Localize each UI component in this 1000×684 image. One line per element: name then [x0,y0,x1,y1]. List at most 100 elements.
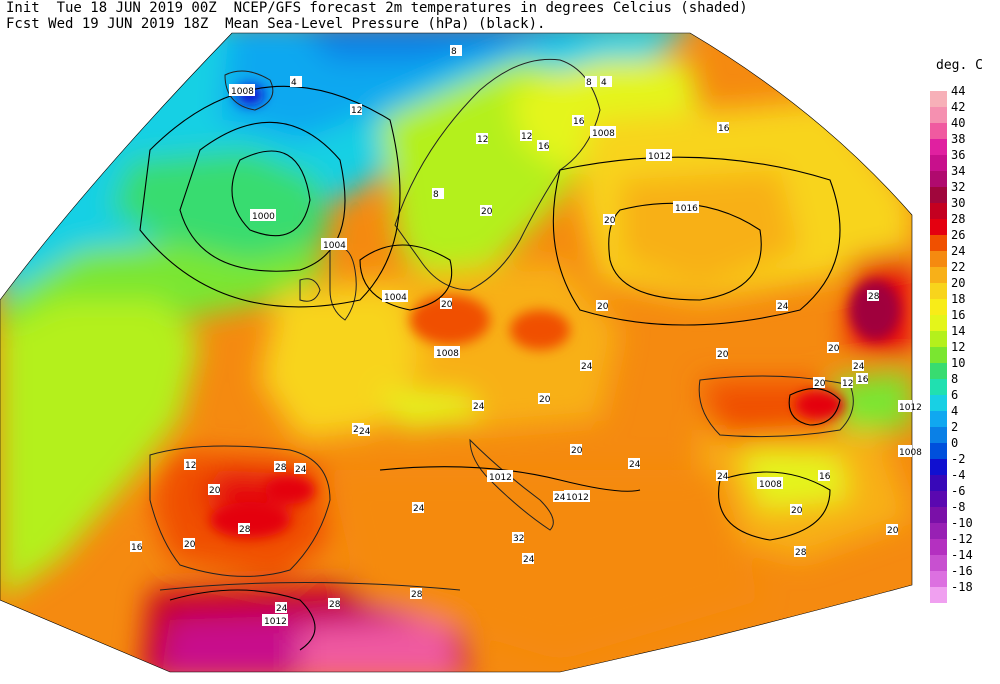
svg-text:16: 16 [819,472,831,482]
svg-text:20: 20 [814,379,826,389]
legend-label: 34 [951,164,966,178]
temperature-label: 20 [208,484,221,496]
svg-text:1012: 1012 [899,403,922,413]
svg-text:24: 24 [276,604,288,614]
legend-label: -16 [951,564,973,578]
legend-title: deg. C [936,58,983,73]
temperature-label: 28 [794,546,807,558]
temperature-label: 28 [238,523,251,535]
temperature-label: 12 [184,459,196,471]
svg-text:28: 28 [868,292,880,302]
temperature-label: 24 [275,602,288,614]
temperature-label: 24 [522,553,535,565]
temperature-label: 20 [183,538,196,550]
svg-text:1004: 1004 [323,241,346,251]
svg-text:16: 16 [857,375,869,385]
legend-label: -6 [951,484,966,498]
isobar-label: 1000 [250,209,276,222]
legend-label: 30 [951,196,966,210]
legend-label: 32 [951,180,966,194]
svg-text:28: 28 [795,548,807,558]
legend-swatch [930,571,947,587]
isobars [139,85,841,651]
svg-text:16: 16 [573,117,585,127]
legend-swatch [930,235,947,251]
temperature-label: 12 [476,133,488,145]
legend-label: -4 [951,468,966,482]
svg-text:1004: 1004 [384,293,407,303]
header-line-forecast: Fcst Wed 19 JUN 2019 18Z Mean Sea-Level … [6,16,546,32]
legend-label: 38 [951,132,966,146]
legend-label: -18 [951,580,973,594]
iceland-outline [224,70,274,111]
svg-text:12: 12 [185,461,196,471]
svg-text:12: 12 [351,106,362,116]
temperature-label: 16 [717,122,730,134]
svg-text:20: 20 [571,446,583,456]
svg-text:24: 24 [413,504,425,514]
temperature-label: 20 [538,393,551,405]
svg-text:16: 16 [538,142,550,152]
legend-swatch [930,155,947,171]
legend-swatch [930,427,947,443]
temperature-label: 24 [716,470,729,482]
legend-label: 6 [951,388,959,402]
temperature-label: 20 [440,298,453,310]
svg-text:1012: 1012 [264,617,287,627]
legend-label: 22 [951,260,966,274]
temperature-label: 8 [450,45,462,57]
svg-text:16: 16 [718,124,730,134]
temperature-label: 24 [553,491,566,503]
isobar-label: 1004 [382,290,408,303]
legend-swatch [930,251,947,267]
legend-label: -12 [951,532,973,546]
temperature-label: 24 [776,300,789,312]
svg-text:12: 12 [842,379,853,389]
svg-text:1012: 1012 [489,473,512,483]
legend-label: 24 [951,244,966,258]
legend-swatch [930,539,947,555]
svg-text:24: 24 [853,362,865,372]
temperature-label: 20 [480,205,493,217]
isobar-label: 1012 [898,400,922,413]
svg-text:1012: 1012 [648,152,671,162]
svg-text:20: 20 [604,216,616,226]
legend-swatch [930,123,947,139]
temperature-label: 24 [472,400,485,412]
legend-label: 14 [951,324,966,338]
legend-swatch [930,299,947,315]
temperature-label: 20 [570,444,583,456]
legend-swatch [930,459,947,475]
legend-swatch [930,171,947,187]
legend-swatch [930,363,947,379]
legend-swatch [930,347,947,363]
svg-text:24: 24 [523,555,535,565]
svg-text:12: 12 [521,132,532,142]
legend-label: 4 [951,404,959,418]
svg-text:1012: 1012 [566,493,589,503]
temperature-label: 4 [600,76,612,88]
svg-text:1008: 1008 [899,448,922,458]
legend-label: 8 [951,372,959,386]
svg-text:20: 20 [828,344,840,354]
svg-text:1008: 1008 [592,129,615,139]
isobar-label: 1008 [229,84,255,97]
temperature-label: 16 [537,140,550,152]
legend-swatch [930,475,947,491]
svg-text:28: 28 [239,525,251,535]
svg-text:20: 20 [597,302,609,312]
temperature-label: 20 [790,504,803,516]
svg-text:24: 24 [473,402,485,412]
isobar-labels: 1008 1000 1004 1004 1008 1008 1012 1016 … [229,84,922,627]
legend-swatch [930,411,947,427]
temperature-label: 16 [818,470,831,482]
legend-label: 36 [951,148,966,162]
isobar-label: 1004 [321,238,347,251]
svg-text:20: 20 [539,395,551,405]
legend-label: 0 [951,436,959,450]
svg-text:24: 24 [554,493,566,503]
temperature-label: 20 [596,300,609,312]
legend-label: -8 [951,500,966,514]
